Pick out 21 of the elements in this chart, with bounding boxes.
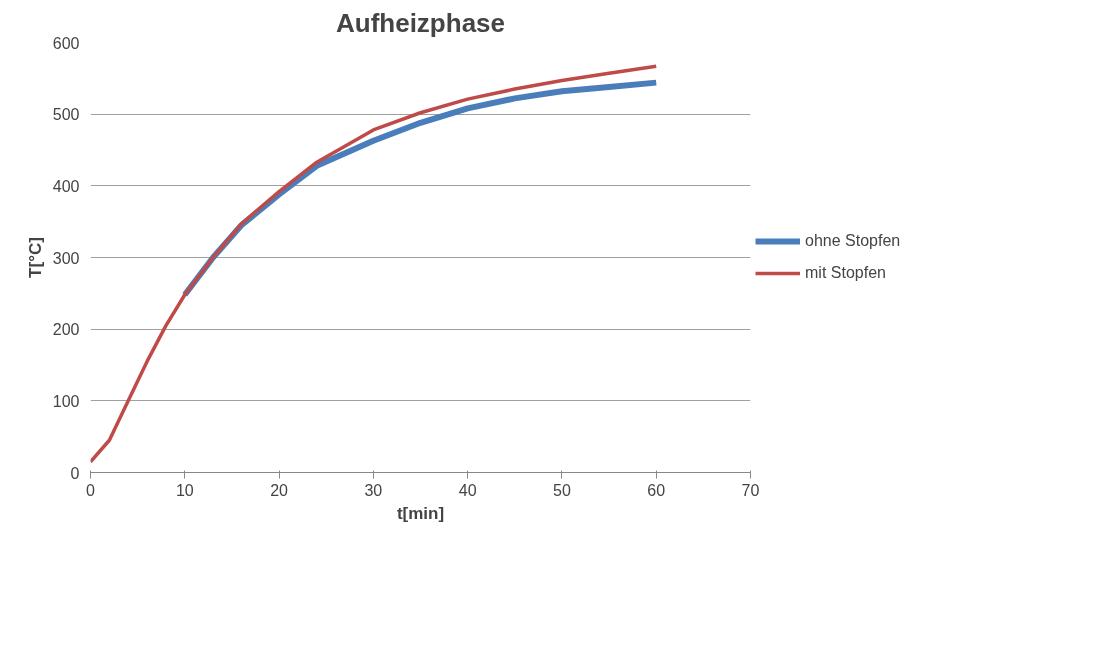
- x-tick-label: 40: [458, 481, 477, 499]
- y-tick-label: 200: [52, 321, 80, 339]
- x-tick-label: 60: [647, 481, 666, 499]
- y-axis-title: T[°C]: [25, 237, 45, 278]
- y-tick-label: 500: [52, 106, 80, 124]
- x-tick-label: 70: [741, 481, 760, 499]
- y-tick-label: 400: [52, 177, 80, 195]
- chart-title: Aufheizphase: [335, 7, 506, 38]
- line-series: [90, 64, 658, 464]
- x-tick-label: 50: [553, 481, 571, 499]
- x-axis-title: t[min]: [396, 503, 445, 523]
- y-tick-label: 0: [70, 464, 80, 482]
- x-tick-label: 30: [364, 481, 383, 499]
- y-tick-label: 100: [52, 392, 80, 410]
- x-tick-label: 20: [270, 481, 289, 499]
- legend-label: ohne Stopfen: [805, 232, 901, 250]
- x-tick-label: 10: [175, 481, 194, 499]
- legend-label: mit Stopfen: [805, 264, 886, 282]
- y-tick-label: 600: [52, 34, 80, 52]
- x-tick-label: 0: [86, 481, 96, 499]
- y-tick-label: 300: [52, 249, 80, 267]
